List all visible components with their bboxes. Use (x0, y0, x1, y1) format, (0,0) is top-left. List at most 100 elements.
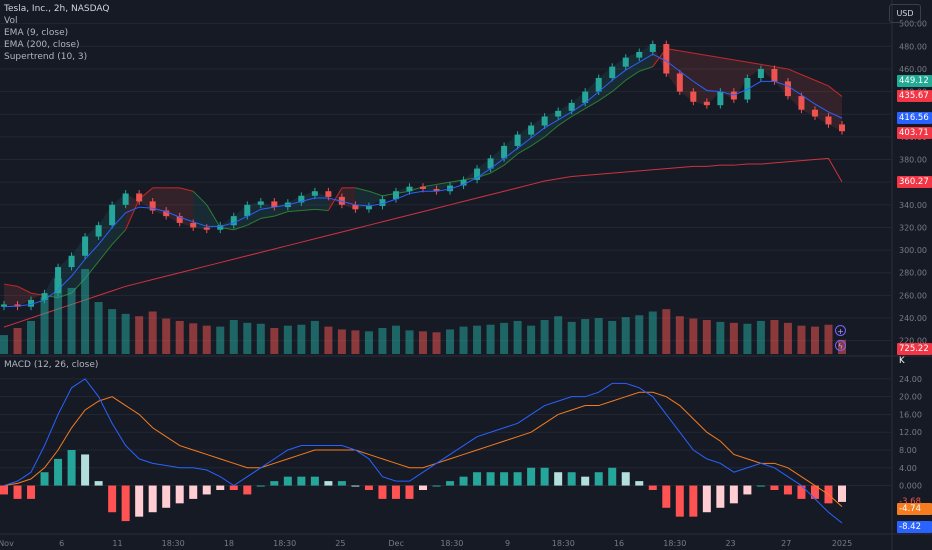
candle-body (230, 216, 237, 226)
volume-bar (432, 332, 441, 354)
candle-body (757, 68, 764, 79)
supertrend-fill (760, 64, 775, 82)
candle-body (474, 168, 481, 180)
macd-tick-label: 20.00 (899, 393, 922, 402)
price-tick-label: 500.00 (899, 20, 927, 29)
candle-body (622, 57, 629, 67)
legend-supertrend[interactable]: Supertrend (10, 3) (4, 52, 88, 62)
macd-histogram-bar (364, 485, 373, 490)
macd-histogram-bar (324, 481, 333, 486)
legend-ema9[interactable]: EMA (9, close) (4, 28, 69, 38)
volume-bar (391, 325, 400, 354)
volume-bar (108, 309, 117, 354)
supertrend-line (233, 224, 248, 231)
candle-body (501, 145, 508, 159)
volume-bar (297, 324, 306, 354)
macd-histogram-bar (189, 485, 198, 499)
candle-body (352, 204, 359, 210)
supertrend-line (625, 70, 640, 81)
volume-bar (675, 316, 684, 354)
macd-title[interactable]: MACD (12, 26, close) (4, 360, 99, 370)
volume-bar (40, 297, 49, 354)
price-tick-label: 280.00 (899, 269, 927, 278)
supertrend-line (814, 79, 829, 87)
supertrend-fill (166, 187, 180, 223)
price-tick-label: 260.00 (899, 291, 927, 300)
macd-histogram-bar (175, 485, 184, 504)
macd-histogram-bar (540, 467, 549, 486)
macd-histogram-bar (121, 485, 130, 522)
supertrend-line (17, 285, 32, 294)
volume-bar (527, 325, 536, 354)
supertrend-fill (693, 53, 707, 106)
candle-body (636, 51, 643, 58)
supertrend-line (111, 229, 127, 245)
candle-body (811, 109, 818, 117)
price-tick-label: 240.00 (899, 314, 927, 323)
candle-body (406, 186, 413, 192)
volume-bar (635, 315, 644, 354)
candle-body (730, 91, 737, 100)
macd-histogram-bar (635, 481, 644, 486)
macd-histogram-bar (283, 476, 292, 486)
candle-body (311, 191, 318, 196)
candle-body (487, 158, 494, 169)
legend-volume[interactable]: Vol (4, 16, 18, 26)
candle-body (365, 205, 372, 210)
macd-line (3, 378, 843, 524)
macd-histogram-bar (702, 485, 711, 513)
symbol-title[interactable]: Tesla, Inc., 2h, NASDAQ (4, 4, 110, 14)
macd-histogram-bar (162, 485, 171, 508)
volume-bar (743, 323, 752, 354)
macd-histogram-bar (527, 467, 536, 486)
macd-tick-label: 4.00 (899, 464, 917, 473)
volume-bar (324, 326, 333, 354)
currency-button[interactable]: USD (889, 4, 921, 23)
supertrend-line (571, 108, 586, 117)
volume-bar (459, 326, 468, 354)
chart-legend: Tesla, Inc., 2h, NASDAQ Vol EMA (9, clos… (4, 3, 109, 63)
volume-bar (310, 320, 319, 354)
macd-tick-label: 8.00 (899, 446, 917, 455)
supertrend-fill (517, 125, 532, 154)
candle-body (771, 68, 778, 82)
time-axis-label: 23 (725, 539, 735, 548)
volume-bar (419, 331, 427, 354)
supertrend-line (747, 61, 761, 65)
candle-body (460, 179, 467, 186)
supertrend-line (544, 125, 559, 138)
volume-bar (662, 309, 671, 354)
supertrend-fill (814, 80, 829, 125)
volume-bar (824, 324, 833, 354)
supertrend-line (828, 85, 843, 97)
supertrend-fill (260, 201, 275, 219)
macd-histogram-bar (310, 476, 319, 486)
volume-bar (135, 316, 144, 354)
macd-tick-label: 24.00 (899, 375, 922, 384)
volume-bar (216, 326, 225, 354)
macd-badge: -8.42 (897, 520, 932, 533)
legend-ema200[interactable]: EMA (200, close) (4, 40, 80, 50)
volume-bar (202, 325, 211, 354)
supertrend-line (490, 164, 505, 174)
price-tick-label: 300.00 (899, 246, 927, 255)
volume-bar (67, 287, 76, 354)
macd-histogram-bar (675, 485, 684, 517)
macd-histogram-bar (27, 485, 36, 499)
macd-histogram-bar (783, 485, 792, 495)
macd-tick-label: 0.000 (899, 482, 922, 491)
macd-histogram-bar (202, 485, 211, 495)
macd-histogram-bar (554, 472, 563, 486)
macd-histogram-bar (405, 485, 414, 499)
volume-bar (567, 321, 576, 354)
time-axis-label: 18:30 (663, 539, 686, 548)
add-alert-icon[interactable]: + (835, 325, 846, 336)
supertrend-line (436, 181, 451, 185)
volume-bar (27, 320, 36, 354)
lightning-icon[interactable]: ϟ (835, 340, 846, 351)
volume-bar (13, 328, 22, 354)
candle-body (338, 196, 345, 205)
candle-body (433, 188, 440, 192)
macd-histogram-bar (608, 467, 617, 486)
